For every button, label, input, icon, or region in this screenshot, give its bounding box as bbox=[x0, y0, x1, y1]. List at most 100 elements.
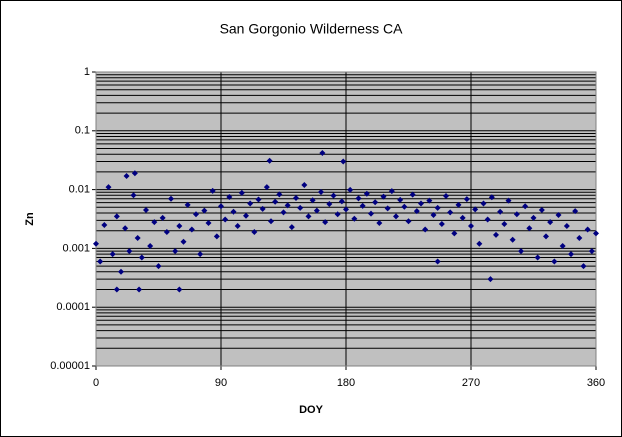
data-point bbox=[309, 197, 316, 204]
data-point bbox=[568, 251, 574, 258]
data-point bbox=[313, 207, 320, 214]
data-point bbox=[438, 220, 445, 227]
data-point bbox=[497, 208, 504, 215]
data-point bbox=[155, 263, 162, 270]
data-point bbox=[143, 206, 149, 213]
data-point bbox=[201, 207, 208, 214]
data-point bbox=[180, 238, 187, 245]
data-point bbox=[538, 206, 545, 213]
data-point bbox=[136, 286, 143, 293]
data-point bbox=[184, 201, 191, 208]
data-point bbox=[209, 187, 216, 194]
data-point bbox=[543, 233, 549, 240]
data-point bbox=[443, 192, 449, 199]
data-point bbox=[355, 195, 362, 202]
chart-title: San Gorgonio Wilderness CA bbox=[220, 21, 404, 37]
data-point bbox=[447, 209, 454, 216]
data-point bbox=[593, 230, 599, 237]
data-point bbox=[451, 230, 458, 237]
data-point bbox=[222, 216, 229, 223]
data-point bbox=[251, 229, 258, 236]
data-point bbox=[343, 206, 349, 213]
x-tick-label: 360 bbox=[587, 377, 605, 389]
data-point bbox=[131, 170, 138, 177]
data-point bbox=[123, 173, 130, 180]
data-point bbox=[109, 251, 116, 258]
data-point bbox=[422, 226, 429, 233]
data-point bbox=[193, 211, 199, 218]
data-point bbox=[388, 188, 395, 195]
data-point bbox=[318, 189, 324, 196]
data-point bbox=[405, 218, 412, 225]
data-point bbox=[397, 196, 404, 203]
data-point bbox=[247, 200, 254, 207]
data-point bbox=[476, 240, 483, 247]
data-point bbox=[576, 235, 583, 242]
data-point bbox=[393, 213, 399, 220]
data-point bbox=[130, 192, 137, 199]
data-point bbox=[159, 214, 166, 221]
data-point bbox=[513, 211, 520, 218]
data-point bbox=[434, 204, 441, 211]
data-point bbox=[118, 268, 124, 275]
data-point bbox=[322, 219, 329, 226]
data-point bbox=[359, 202, 366, 209]
x-tick-label: 180 bbox=[337, 377, 355, 389]
data-point bbox=[205, 220, 212, 227]
x-tick-label: 270 bbox=[462, 377, 480, 389]
y-tick-label: 0.1 bbox=[75, 125, 90, 137]
data-point bbox=[468, 223, 474, 230]
data-point bbox=[413, 208, 420, 215]
data-point bbox=[509, 236, 516, 243]
data-point bbox=[426, 197, 433, 204]
data-point bbox=[268, 218, 274, 225]
data-point bbox=[368, 210, 374, 217]
data-point bbox=[188, 226, 195, 233]
data-point bbox=[234, 223, 241, 230]
data-point bbox=[113, 286, 120, 293]
y-tick-label: 1 bbox=[84, 66, 90, 78]
data-point bbox=[526, 225, 533, 232]
data-point bbox=[93, 240, 99, 247]
data-point bbox=[293, 194, 299, 201]
data-point bbox=[334, 211, 341, 218]
data-point bbox=[255, 196, 262, 203]
data-point bbox=[319, 149, 326, 156]
data-point bbox=[330, 192, 337, 199]
y-tick-label: 0.001 bbox=[62, 242, 90, 254]
data-point bbox=[484, 216, 491, 223]
data-point bbox=[459, 214, 466, 221]
data-point bbox=[172, 248, 179, 255]
data-point bbox=[501, 220, 508, 227]
data-point bbox=[384, 205, 391, 212]
data-point bbox=[266, 157, 273, 164]
data-point bbox=[547, 219, 554, 226]
data-point bbox=[326, 200, 333, 207]
data-point bbox=[105, 184, 112, 191]
data-point bbox=[455, 201, 462, 208]
data-point bbox=[401, 203, 408, 210]
data-point bbox=[488, 194, 495, 201]
data-point bbox=[97, 258, 104, 265]
data-point bbox=[101, 222, 108, 229]
data-point bbox=[226, 193, 233, 200]
data-point bbox=[176, 286, 183, 293]
x-tick-label: 0 bbox=[93, 377, 99, 389]
data-point bbox=[588, 248, 595, 255]
data-point bbox=[147, 242, 154, 249]
data-point bbox=[338, 198, 345, 205]
data-point bbox=[288, 224, 295, 231]
data-point bbox=[280, 209, 287, 216]
data-point bbox=[284, 202, 291, 209]
y-axis-label: Zn bbox=[24, 212, 36, 226]
data-point bbox=[487, 276, 494, 283]
data-point bbox=[472, 206, 479, 213]
x-axis-label: DOY bbox=[299, 404, 324, 416]
data-point bbox=[213, 233, 220, 240]
plot-border bbox=[95, 71, 597, 367]
y-tick-label: 0.00001 bbox=[50, 360, 90, 372]
data-point bbox=[430, 211, 437, 218]
data-point bbox=[122, 225, 129, 232]
data-point bbox=[305, 213, 312, 220]
data-point bbox=[463, 196, 470, 203]
